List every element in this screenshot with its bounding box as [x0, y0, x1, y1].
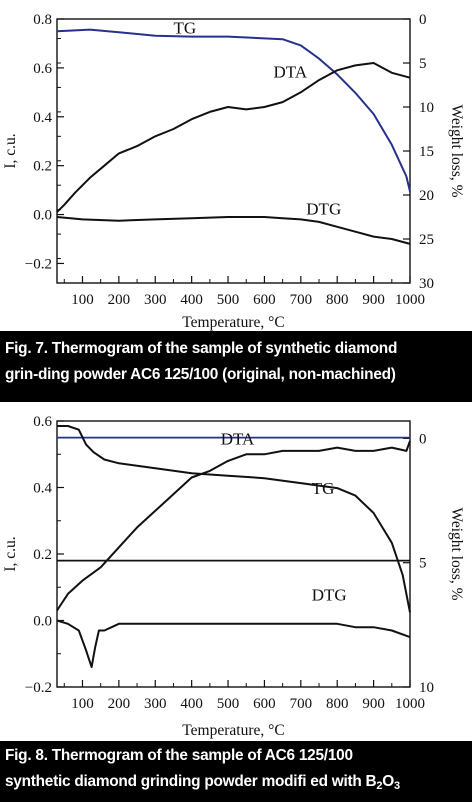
curve-label-dta: DTA — [221, 429, 255, 448]
x-tick-label: 100 — [71, 696, 94, 712]
subscript: 2 — [376, 780, 383, 792]
x-tick-label: 200 — [108, 696, 131, 712]
subscript: 3 — [394, 780, 400, 792]
figure-7-plot: 100 200 300 400 500 600 700 800 900 1000 0.8 0.6 0.4… — [0, 0, 472, 331]
caption-text: synthetic diamond grinding powder modifi… — [5, 773, 377, 790]
y2-tick-label: 0 — [419, 431, 427, 447]
figure-8-caption: Fig. 8. Thermogram of the sample of AC6 … — [5, 743, 468, 795]
series-line-dtg — [56, 619, 411, 669]
x-tick-label: 400 — [180, 696, 203, 712]
x-tick-label: 800 — [326, 292, 349, 308]
x-tick-label: 900 — [362, 292, 385, 308]
y-tick-label: 0.0 — [33, 614, 52, 630]
series-line-tg — [57, 425, 411, 613]
x-tick-label: 700 — [290, 696, 313, 712]
series-line-dtg — [56, 216, 411, 245]
y2-axis-label: Weight loss, % — [448, 104, 465, 197]
x-tick-label: 500 — [217, 696, 240, 712]
y2-tick-label: 5 — [419, 556, 427, 572]
y2-tick-label: 10 — [419, 100, 434, 116]
thermogram-chart-figure-8: 100 200 300 400 500 600 700 800 900 10000.60.40.2… — [2, 414, 465, 739]
x-tick-label: 600 — [253, 292, 276, 308]
caption-line-1: Fig. 8. Thermogram of the sample of AC6 … — [5, 747, 353, 764]
x-axis-label: Temperature, °C — [182, 314, 284, 331]
y2-tick-label: 10 — [419, 680, 434, 696]
y2-tick-label: 30 — [419, 276, 434, 292]
x-tick-label: 500 — [217, 292, 240, 308]
caption-line-1: Fig. 7. Thermogram of the sample of synt… — [5, 340, 398, 357]
y2-tick-label: 25 — [419, 232, 434, 248]
x-tick-label: 200 — [108, 292, 131, 308]
y-tick-label: 0.0 — [33, 208, 52, 224]
series-line-dta — [56, 62, 411, 213]
y-tick-label: 0.6 — [33, 61, 52, 77]
caption-line-2: grin-ding powder AC6 125/100 (original, … — [5, 366, 396, 383]
x-axis-label: Temperature, °C — [182, 722, 284, 739]
x-tick-label: 1000 — [395, 696, 425, 712]
figure-7-caption: Fig. 7. Thermogram of the sample of synt… — [5, 336, 468, 388]
x-tick-label: 900 — [362, 696, 385, 712]
curve-label-tg: TG — [173, 19, 196, 38]
x-tick-label: 400 — [180, 292, 203, 308]
x-tick-label: 100 — [71, 292, 94, 308]
curve-label-dtg: DTG — [306, 200, 341, 219]
curve-label-tg: TG — [312, 479, 335, 498]
y2-axis-label: Weight loss, % — [448, 507, 465, 600]
series-line-dta — [56, 440, 411, 612]
x-tick-label: 600 — [253, 696, 276, 712]
y2-tick-label: 5 — [419, 56, 427, 72]
x-tick-label: 800 — [326, 696, 349, 712]
curve-label-dta: DTA — [274, 63, 308, 82]
figure-7: 100 200 300 400 500 600 700 800 900 1000 0.8 0.6 0.4… — [0, 0, 472, 396]
y-tick-label: −0.2 — [25, 680, 52, 696]
y-tick-label: 0.4 — [33, 481, 52, 497]
figure-8-plot: 100 200 300 400 500 600 700 800 900 1000 0.6 0.4 0.2… — [0, 402, 472, 741]
y-axis-label: I, c.u. — [2, 133, 19, 168]
x-tick-label: 300 — [144, 292, 167, 308]
y-tick-label: 0.2 — [33, 159, 52, 175]
y2-tick-label: 15 — [419, 144, 434, 160]
y-tick-label: 0.6 — [33, 414, 52, 430]
y2-tick-label: 0 — [419, 12, 427, 28]
x-tick-label: 1000 — [395, 292, 425, 308]
x-tick-label: 300 — [144, 696, 167, 712]
y-tick-label: 0.2 — [33, 547, 52, 563]
y-tick-label: 0.4 — [33, 110, 52, 126]
plot-frame — [56, 18, 411, 284]
y-tick-label: −0.2 — [25, 256, 52, 272]
y2-tick-label: 20 — [419, 188, 434, 204]
x-tick-label: 700 — [290, 292, 313, 308]
thermogram-chart-figure-7: 100 200 300 400 500 600 700 800 900 10000.80.60.4… — [2, 12, 465, 331]
curve-label-dtg: DTG — [312, 586, 347, 605]
caption-line-2: synthetic diamond grinding powder modifi… — [5, 769, 468, 795]
caption-text: O — [382, 773, 395, 790]
y-tick-label: 0.8 — [33, 12, 52, 28]
y-axis-label: I, c.u. — [2, 536, 19, 571]
figure-8: 100 200 300 400 500 600 700 800 900 1000 0.6 0.4 0.2… — [0, 402, 472, 802]
series-line-tg — [56, 28, 411, 192]
